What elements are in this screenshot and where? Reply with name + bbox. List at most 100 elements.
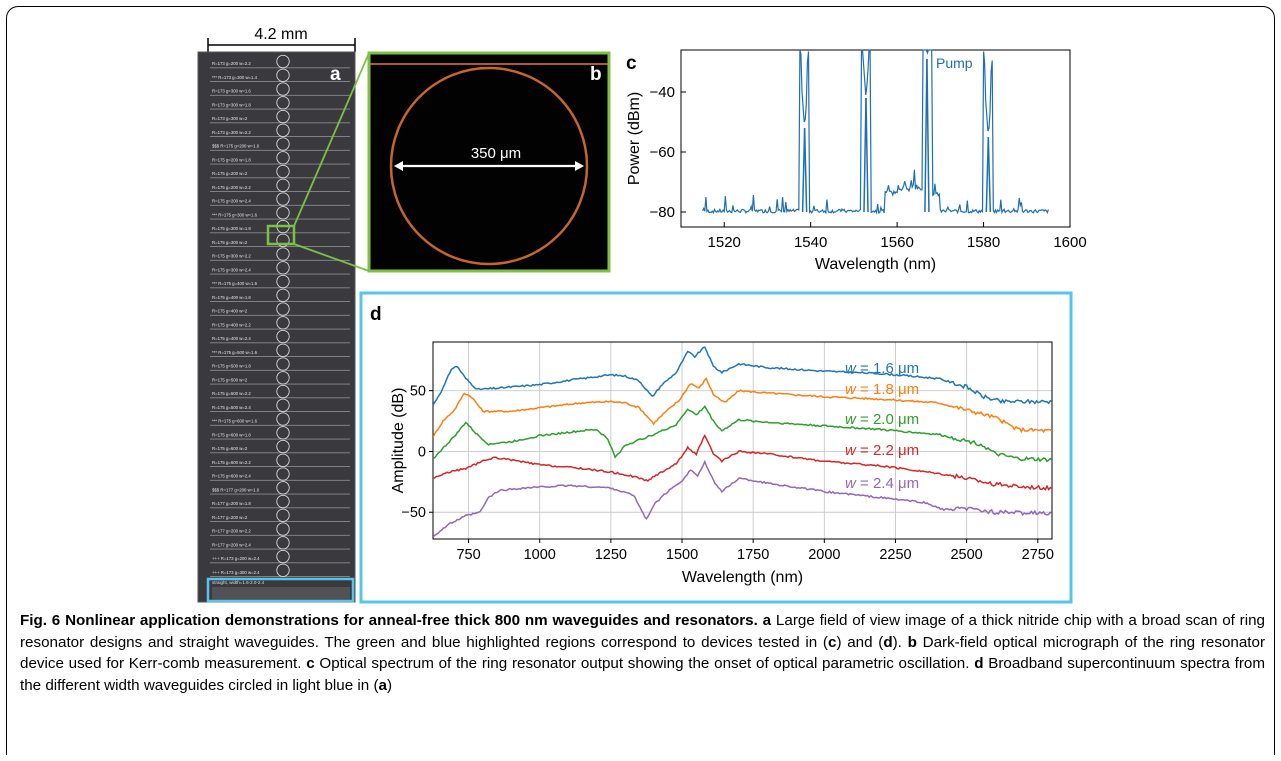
- chip-label: R=175 g=600 w=2: [212, 446, 248, 451]
- x-tick-label: 2750: [1022, 547, 1054, 563]
- chip-ring: [276, 481, 290, 495]
- axes-frame: [680, 49, 1071, 228]
- series-label-var: w: [845, 475, 857, 492]
- chip-label: R=175 g=300 w=2.2: [212, 254, 251, 259]
- chip-ring: [276, 68, 290, 82]
- caption-part-letter: a: [762, 612, 772, 629]
- chip-ring: [276, 467, 290, 481]
- chip-label: R=175 g=400 w=2.2: [212, 322, 251, 327]
- caption-part-text: Optical spectrum of the ring resonator o…: [314, 655, 975, 672]
- chip-label: R=175 g=500 w=2.2: [212, 391, 251, 396]
- y-axis-label: Amplitude (dB): [390, 388, 407, 494]
- x-tick-label: 1600: [1053, 234, 1086, 251]
- caption-part-text: Dark-field optical micrograph of the rin…: [20, 633, 1266, 673]
- y-tick-label: −50: [401, 505, 426, 521]
- chip-label: *** R=175 g=500 w=1.6: [212, 350, 258, 355]
- comb-line-peak: [803, 127, 808, 213]
- chip-label: R=173 g=300 w=1.6: [212, 89, 251, 94]
- chip-label: R=175 g=400 w=2: [212, 309, 248, 314]
- chip-label: R=175 g=600 w=2.2: [212, 460, 251, 465]
- chip-ring: [276, 151, 290, 165]
- y-tick-label: −60: [650, 144, 675, 161]
- chip-ring: [276, 96, 290, 110]
- chip-label: *** R=175 g=300 w=1.6: [212, 212, 258, 217]
- x-tick-label: 1000: [524, 547, 556, 563]
- series-label-var: w: [845, 360, 857, 377]
- chip-ring: [276, 426, 290, 440]
- series-line: [433, 405, 1052, 463]
- caption-part-letter: c: [306, 655, 315, 672]
- chip-label: R=175 g=300 w=2: [212, 240, 248, 245]
- chip-ring: [276, 549, 290, 564]
- chip-ring: [276, 261, 290, 275]
- chip-resonator-rows: R=173 g=200 w=2.2 *** R=173 g=300 w=1.4 R=…: [210, 54, 350, 601]
- chip-ring: [276, 288, 290, 302]
- chip-label: R=175 g=400 w=2.4: [212, 336, 251, 341]
- comb-line-peak: [926, 58, 930, 213]
- caption-part-letter: b: [907, 633, 917, 651]
- chip-label: +++ R=173 g=300 w=2.4: [212, 570, 260, 575]
- y-tick-label: 50: [410, 384, 426, 400]
- series-label-text: = 1.8 μm: [856, 381, 919, 398]
- chip-ring: [276, 357, 290, 371]
- chip-label: R=175 g=300 w=2.4: [212, 267, 251, 272]
- caption-part-text: ).: [892, 633, 908, 651]
- scale-label: 4.2 mm: [254, 26, 307, 43]
- blue-highlight-box: [206, 577, 355, 603]
- x-tick-label: 1520: [708, 234, 741, 251]
- chip-ring: [276, 233, 290, 247]
- chip-ring: [276, 508, 290, 522]
- chip-label: R=175 g=500 w=1.8: [212, 364, 251, 369]
- chip-ring: [276, 522, 290, 536]
- caption-title: Nonlinear application demonstrations for…: [65, 612, 758, 629]
- x-tick-label: 1500: [666, 547, 698, 563]
- caption-part-letter: c: [827, 633, 837, 651]
- chip-ring: [276, 371, 290, 385]
- series-label-text: = 2.2 μm: [856, 442, 919, 459]
- axes-frame: [432, 341, 1053, 540]
- series-line: [433, 434, 1052, 491]
- straight-label: straight, width=1.6-2.0-2.4: [212, 580, 265, 585]
- chip-ring: [276, 316, 290, 330]
- chip-ring: [276, 247, 290, 261]
- chip-label: R=177 g=200 w=2.4: [212, 542, 251, 547]
- x-tick-label: 1560: [880, 234, 913, 251]
- chip-label: R=175 g=600 w=2.4: [212, 474, 251, 479]
- series-label-text: = 2.0 μm: [856, 411, 919, 428]
- series-label: w = 2.2 μm: [845, 442, 919, 459]
- y-tick-label: 0: [418, 444, 426, 460]
- panel-c: c 1520 1540 1560 1580 1600 −80 −60 −40 Wavelengt…: [626, 49, 1087, 273]
- panel-letter-d: d: [370, 304, 382, 325]
- chip-ring: [276, 302, 290, 316]
- chip-ring: [276, 164, 290, 179]
- x-tick-label: 1250: [595, 547, 627, 563]
- comb-line-peak: [987, 136, 992, 213]
- series-label: w = 2.0 μm: [845, 411, 919, 428]
- panel-letter-c: c: [626, 53, 637, 74]
- chip-ring: [276, 563, 290, 577]
- chip-ring: [276, 82, 290, 96]
- chip-label: R=175 g=200 w=2.2: [212, 185, 251, 190]
- panel-letter-b: b: [590, 64, 602, 85]
- green-highlight-box: [266, 224, 296, 246]
- chip-label: R=173 g=300 w=2.2: [212, 130, 251, 135]
- panel-d: d 750 1000 1250 1500 1750 2000 2250 2500 2750 −50…: [359, 291, 1073, 604]
- series-label-var: w: [845, 442, 857, 459]
- series-line: [433, 377, 1052, 438]
- chip-label: R=177 g=200 w=1.8: [212, 501, 251, 506]
- spectrum-line: [702, 49, 1049, 215]
- chip-ring: [276, 178, 290, 192]
- caption-fig-label: Fig. 6: [20, 612, 61, 629]
- y-axis-label: Power (dBm): [626, 92, 643, 185]
- chip-label: $$$ R=175 g=200 w=1.6: [212, 144, 260, 149]
- micrograph: [369, 53, 609, 271]
- chip-label: *** R=175 g=400 w=1.6: [212, 281, 258, 286]
- chip-label: R=175 g=400 w=1.8: [212, 295, 251, 300]
- series-label: w = 1.8 μm: [845, 381, 919, 398]
- chip-label: $$$ R=177 g=200 w=1.6: [212, 487, 260, 492]
- blue-frame: [359, 291, 1073, 604]
- chip-ring: [276, 536, 290, 550]
- chip-ring: [276, 398, 290, 412]
- caption-part-text: ) and (: [836, 633, 884, 651]
- series-label-var: w: [845, 411, 857, 428]
